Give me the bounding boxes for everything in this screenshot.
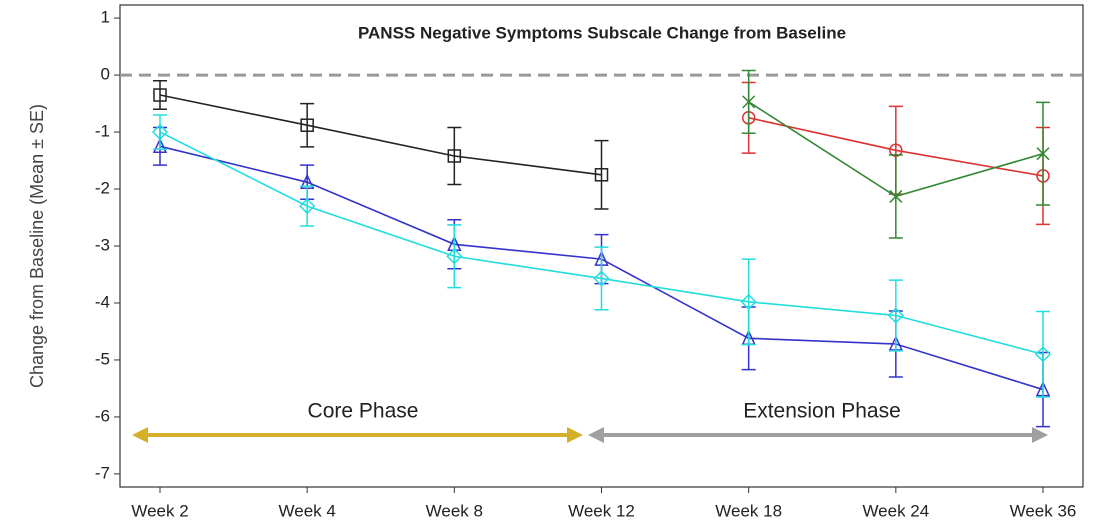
x-tick-label: Week 8 [426, 501, 483, 520]
error-bar [741, 258, 756, 346]
marker [300, 118, 314, 132]
error-bar [300, 185, 315, 227]
x-tick-label: Week 24 [862, 501, 929, 520]
arrow-head [567, 427, 583, 443]
marker [152, 137, 168, 154]
error-bar [300, 102, 315, 148]
error-bar [447, 224, 462, 289]
y-tick-label: -7 [95, 463, 110, 482]
y-tick-label: -5 [95, 349, 110, 368]
y-tick-label: -1 [95, 122, 110, 141]
arrow-head [132, 427, 148, 443]
y-tick-label: -2 [95, 179, 110, 198]
error-bar [594, 139, 609, 210]
error-bar [888, 279, 903, 352]
series-line [159, 94, 602, 176]
y-tick-label: 0 [101, 65, 110, 84]
arrow-head [1032, 427, 1048, 443]
y-tick-label: -4 [95, 292, 110, 311]
marker [887, 307, 904, 324]
marker [889, 189, 903, 203]
x-tick-label: Week 4 [279, 501, 336, 520]
marker [447, 149, 462, 163]
arrow-head [588, 427, 604, 443]
y-tick-label: -6 [95, 406, 110, 425]
x-tick-label: Week 12 [568, 501, 635, 520]
error-bar [153, 114, 167, 150]
x-tick-label: Week 18 [715, 501, 782, 520]
x-tick-label: Week 2 [131, 501, 188, 520]
marker [593, 270, 610, 287]
marker [742, 95, 756, 109]
error-bar [153, 80, 167, 111]
marker [153, 88, 167, 102]
chart-title: PANSS Negative Symptoms Subscale Change … [358, 23, 846, 42]
marker [740, 293, 757, 310]
marker [151, 123, 169, 141]
marker [1034, 346, 1052, 363]
marker [1036, 147, 1050, 161]
error-bar [447, 126, 462, 186]
y-tick-label: -3 [95, 235, 110, 254]
marker [594, 168, 609, 182]
error-bar [1036, 310, 1050, 398]
error-bar [594, 246, 609, 311]
marker [446, 248, 463, 265]
y-axis-label: Change from Baseline (Mean ± SE) [27, 104, 47, 388]
x-tick-label: Week 36 [1010, 501, 1077, 520]
annotation: Core Phase [308, 400, 419, 423]
y-tick-label: 1 [101, 8, 110, 27]
annotation: Extension Phase [743, 400, 901, 423]
marker [299, 198, 316, 215]
